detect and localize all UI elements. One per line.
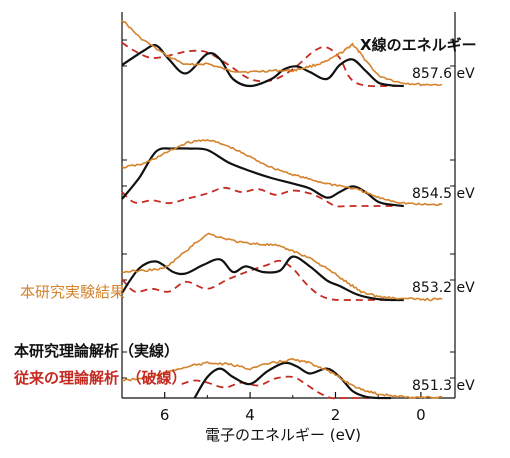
series-theory-this-work-0 [121,44,404,88]
legend-theory-this-work: 本研究理論解析（実線） [14,342,179,360]
x-tick-label-2: 2 [331,406,341,424]
legend-theory-previous: 従来の理論解析 （破線） [13,369,187,387]
header-label: X線のエネルギー [360,36,477,54]
series-experiment-0 [121,19,443,87]
x-tick-label-3: 0 [416,406,426,424]
y-ticks [122,39,455,379]
energy-label-3: 851.3 eV [412,378,475,394]
series-experiment-3 [121,358,443,399]
series-theory-previous-3 [181,375,370,400]
energy-label-1: 854.5 eV [412,186,475,202]
series-experiment-1 [121,138,443,207]
x-tick-label-0: 6 [160,406,170,424]
series-theory-this-work-3 [193,361,392,400]
spectra-curves [121,19,443,400]
energy-label-0: 857.6 eV [412,66,475,82]
series-theory-this-work-1 [121,147,404,208]
series-theory-this-work-2 [121,255,404,302]
x-ticks: 6 4 2 0 [121,392,426,424]
series-theory-previous-2 [121,259,396,301]
energy-label-2: 853.2 eV [412,280,475,296]
x-axis-label: 電子のエネルギー (eV) [205,426,361,444]
legend-experiment: 本研究実験結果 [20,283,125,301]
series-theory-previous-0 [121,41,404,88]
energy-labels: 857.6 eV 854.5 eV 853.2 eV 851.3 eV [412,66,475,394]
series-theory-previous-1 [121,186,396,208]
x-tick-label-1: 4 [245,406,255,424]
series-experiment-2 [121,232,443,302]
